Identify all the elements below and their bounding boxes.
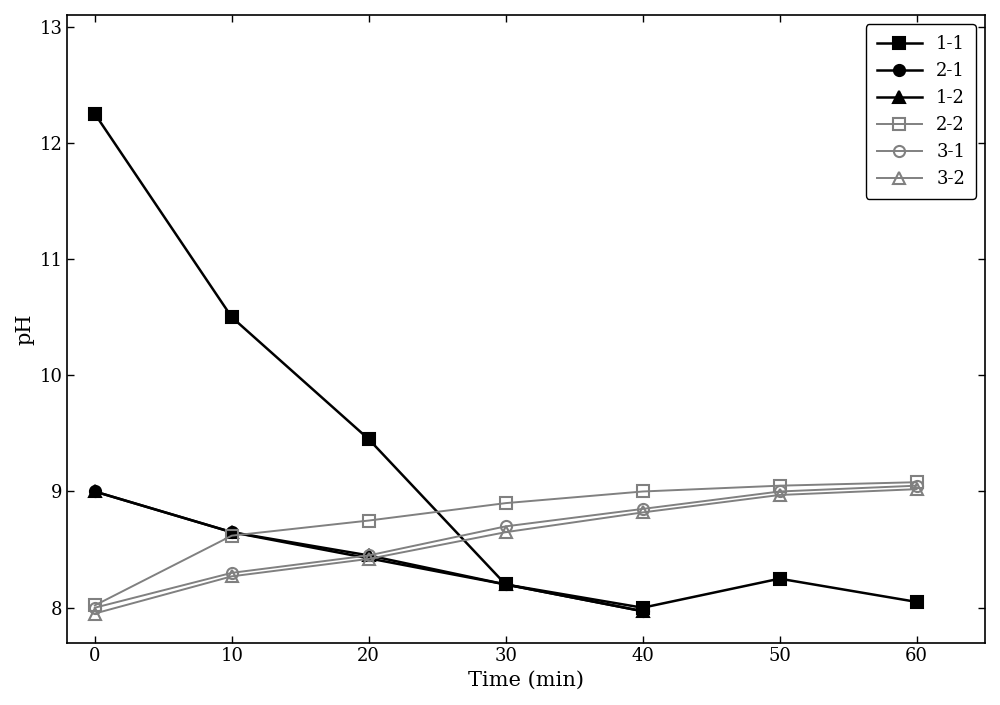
3-1	[637, 505, 649, 513]
2-1	[89, 487, 101, 496]
2-2	[89, 601, 101, 610]
2-2	[500, 499, 512, 508]
1-1	[911, 598, 923, 606]
2-1	[226, 528, 238, 537]
3-1	[89, 603, 101, 612]
Line: 3-1: 3-1	[89, 480, 922, 613]
2-2	[363, 516, 375, 525]
3-2	[500, 528, 512, 537]
3-2	[363, 555, 375, 563]
2-2	[637, 487, 649, 496]
2-1	[637, 607, 649, 615]
1-1	[363, 435, 375, 443]
1-2	[226, 528, 238, 537]
3-2	[637, 508, 649, 517]
Y-axis label: pH: pH	[15, 313, 34, 345]
1-1	[89, 109, 101, 118]
1-1	[500, 580, 512, 589]
3-2	[774, 491, 786, 499]
X-axis label: Time (min): Time (min)	[468, 671, 584, 690]
Line: 1-2: 1-2	[89, 486, 648, 617]
2-2	[774, 482, 786, 490]
Line: 2-2: 2-2	[89, 477, 922, 611]
Line: 3-2: 3-2	[89, 484, 922, 619]
3-1	[911, 482, 923, 490]
1-1	[774, 575, 786, 583]
2-2	[911, 478, 923, 486]
1-1	[637, 603, 649, 612]
1-2	[500, 580, 512, 589]
2-2	[226, 532, 238, 540]
3-1	[363, 551, 375, 560]
Line: 2-1: 2-1	[89, 486, 648, 617]
Line: 1-1: 1-1	[89, 109, 922, 613]
3-1	[774, 487, 786, 496]
3-2	[911, 485, 923, 494]
2-1	[500, 580, 512, 589]
1-2	[89, 487, 101, 496]
1-1	[226, 313, 238, 321]
Legend: 1-1, 2-1, 1-2, 2-2, 3-1, 3-2: 1-1, 2-1, 1-2, 2-2, 3-1, 3-2	[866, 24, 976, 199]
3-2	[226, 572, 238, 581]
3-1	[500, 522, 512, 531]
1-2	[637, 607, 649, 615]
3-1	[226, 569, 238, 577]
1-2	[363, 551, 375, 560]
3-2	[89, 609, 101, 618]
